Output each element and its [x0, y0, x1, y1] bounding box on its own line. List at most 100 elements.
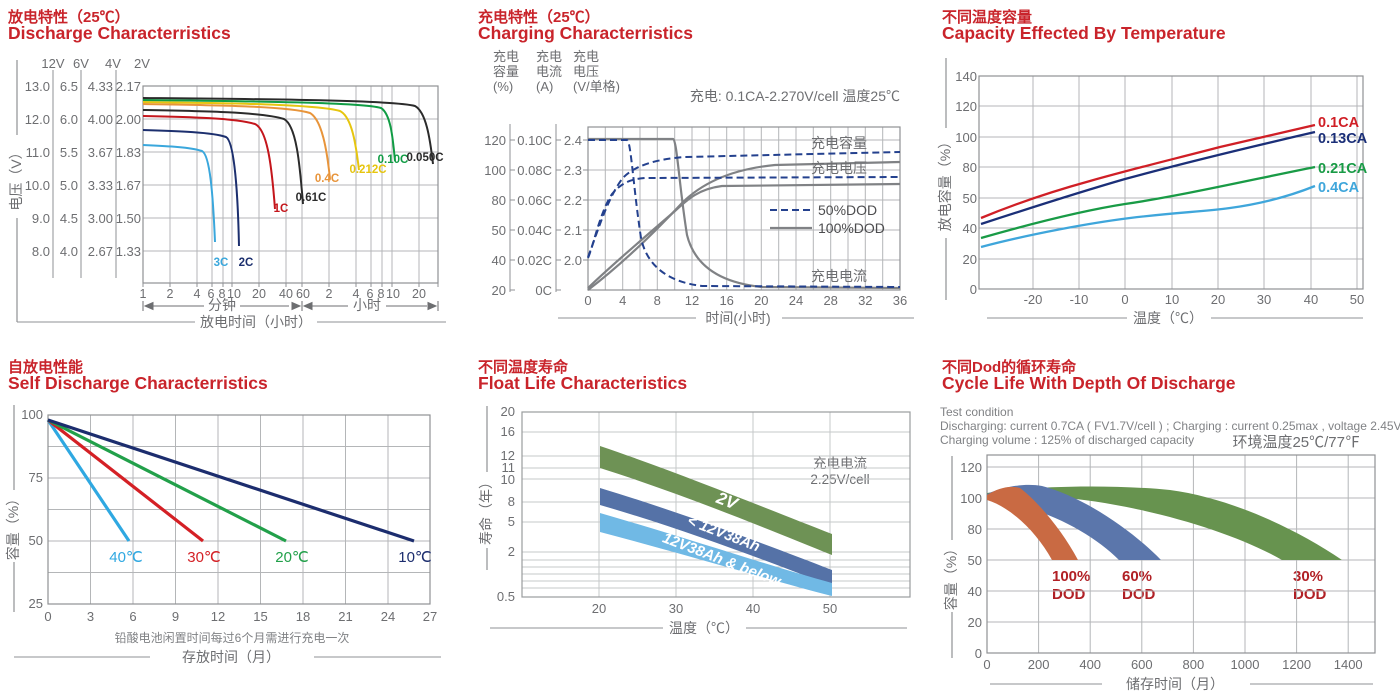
y-tick: 11.0 — [26, 145, 50, 160]
line-label: 10℃ — [398, 549, 432, 566]
charge-condition: 充电: 0.1CA-2.270V/cell 温度25℃ — [690, 88, 900, 104]
self-discharge-plot: 100 75 50 25 40℃ 30℃ 20℃ 10℃ 0 3 6 9 12 … — [5, 405, 441, 665]
y-tick: 4.0 — [60, 244, 78, 259]
y-tick: 6.5 — [60, 79, 78, 94]
y-tick: 1.50 — [116, 211, 141, 226]
x-tick: 32 — [858, 293, 872, 308]
y-tick-voltage: 2.1 — [564, 223, 582, 238]
line-label: 20℃ — [275, 549, 309, 566]
curve-label-voltage: 充电电压 — [811, 160, 867, 176]
y-tick: 8 — [508, 494, 515, 509]
x-tick: 1000 — [1231, 657, 1260, 672]
x-tick: 4 — [619, 293, 626, 308]
x-tick: 30 — [1257, 292, 1271, 307]
scale-column-lines — [509, 124, 557, 292]
curve-0_4c — [142, 103, 331, 180]
y-tick: 20 — [963, 252, 977, 267]
curve-label: 0.212C — [349, 164, 386, 176]
curve-capacity-100dod — [587, 160, 901, 291]
y-tick: 0.5 — [497, 589, 515, 604]
ambient-temperature: 环境温度25℃/77℉ — [1232, 434, 1360, 451]
x-tick: 10 — [227, 287, 241, 301]
chart-title-en: Charging Characterristics — [478, 23, 693, 43]
y-tick: 12.0 — [25, 112, 50, 127]
x-tick: 1400 — [1334, 657, 1363, 672]
charge-annotation: 充电电流 2.25V/cell — [810, 456, 870, 487]
curve-capacity-50dod — [587, 151, 901, 258]
tick-marks — [510, 139, 588, 291]
y-axis-header-capacity: 充电 容量 (%) — [493, 49, 520, 94]
cycle-life-plot: 120 100 80 50 40 20 0 0 200 400 600 800 … — [943, 454, 1376, 692]
x-tick: 400 — [1079, 657, 1101, 672]
capacity-temp-plot: 140 120 100 80 50 40 20 0 0.1CA 0.13CA 0… — [937, 58, 1368, 326]
x-tick: 8 — [378, 287, 385, 301]
y-tick: 2.67 — [88, 244, 113, 259]
plot-border — [978, 75, 1364, 290]
legend-label: 100%DOD — [818, 220, 885, 236]
y-tick: 140 — [955, 69, 977, 84]
y-axis-label: 寿命（年） — [478, 475, 494, 545]
curve-current-100dod — [588, 137, 901, 290]
y-tick: 9.0 — [32, 211, 50, 226]
x-tick: 50 — [823, 601, 837, 616]
float-life-plot: 20 16 12 11 10 8 5 2 0.5 2V < 12V38Ah 12… — [478, 404, 911, 636]
x-tick: 200 — [1028, 657, 1050, 672]
y-tick: 16 — [501, 424, 515, 439]
band-12v38 — [600, 488, 832, 586]
curve-0_212c — [142, 101, 360, 171]
chart-cycle-life: 不同Dod的循环寿命 Cycle Life With Depth Of Disc… — [930, 350, 1400, 700]
y-tick: 0 — [975, 646, 982, 661]
y-tick-capacity: 120 — [484, 133, 506, 148]
scale-header: 6V — [73, 56, 89, 71]
curve-0_4ca — [980, 184, 1316, 249]
x-tick: 20 — [252, 287, 266, 301]
scale-header: 4V — [105, 56, 121, 71]
chart-capacity-temperature: 不同温度容量 Capacity Effected By Temperature … — [930, 0, 1400, 350]
x-tick: 20 — [412, 287, 426, 301]
x-tick: 30 — [669, 601, 683, 616]
x-tick: 1200 — [1282, 657, 1311, 672]
y-tick-current: 0.02C — [517, 253, 552, 268]
y-tick-voltage: 2.0 — [564, 253, 582, 268]
y-tick: 4.33 — [88, 79, 113, 94]
y-tick: 50 — [29, 533, 43, 548]
y-tick: 120 — [955, 99, 977, 114]
grid-lines — [48, 415, 430, 604]
x-tick: 6 — [129, 609, 136, 624]
chart-title-cn: 充电特性（25℃） — [478, 9, 600, 26]
y-tick: 11 — [502, 460, 516, 475]
x-tick: 10 — [386, 287, 400, 301]
band-2v — [600, 446, 832, 555]
x-tick: 800 — [1183, 657, 1205, 672]
y-tick: 20 — [501, 404, 515, 419]
y-tick: 12 — [501, 448, 515, 463]
x-tick: 10 — [1165, 292, 1179, 307]
x-tick: -20 — [1024, 292, 1043, 307]
y-tick: 100 — [21, 407, 43, 422]
range-label-hours: 小时 — [353, 297, 381, 313]
curve-label: 0.13CA — [1318, 131, 1368, 147]
line-label: 30℃ — [187, 549, 221, 566]
chart-charging: 充电特性（25℃） Charging Characterristics 充电 容… — [470, 0, 940, 350]
y-tick: 100 — [955, 130, 977, 145]
x-tick: 8 — [219, 287, 226, 301]
curve-label: 0.10C — [378, 154, 409, 166]
plot-border — [521, 411, 911, 598]
curve-label: 0.21CA — [1318, 161, 1368, 177]
curve-label: 0.050C — [406, 152, 443, 164]
x-tick: 27 — [423, 609, 437, 624]
y-tick: 20 — [968, 615, 982, 630]
y-tick: 5.5 — [60, 145, 78, 160]
x-tick: 40 — [1304, 292, 1318, 307]
y-axis-label: 放电容量（%） — [937, 135, 953, 231]
curve-2c — [142, 129, 240, 247]
curve-label: 0.61C — [296, 192, 327, 204]
y-tick: 10 — [501, 472, 515, 487]
chart-note: 铅酸电池闲置时间每过6个月需进行充电一次 — [115, 630, 350, 645]
line-label: 40℃ — [109, 549, 143, 566]
grid-lines — [143, 86, 438, 283]
y-tick-current: 0.06C — [517, 193, 552, 208]
chart-title-en: Float Life Characteristics — [478, 373, 688, 393]
x-tick: 1 — [140, 287, 147, 301]
curve-label: 2C — [239, 257, 254, 269]
